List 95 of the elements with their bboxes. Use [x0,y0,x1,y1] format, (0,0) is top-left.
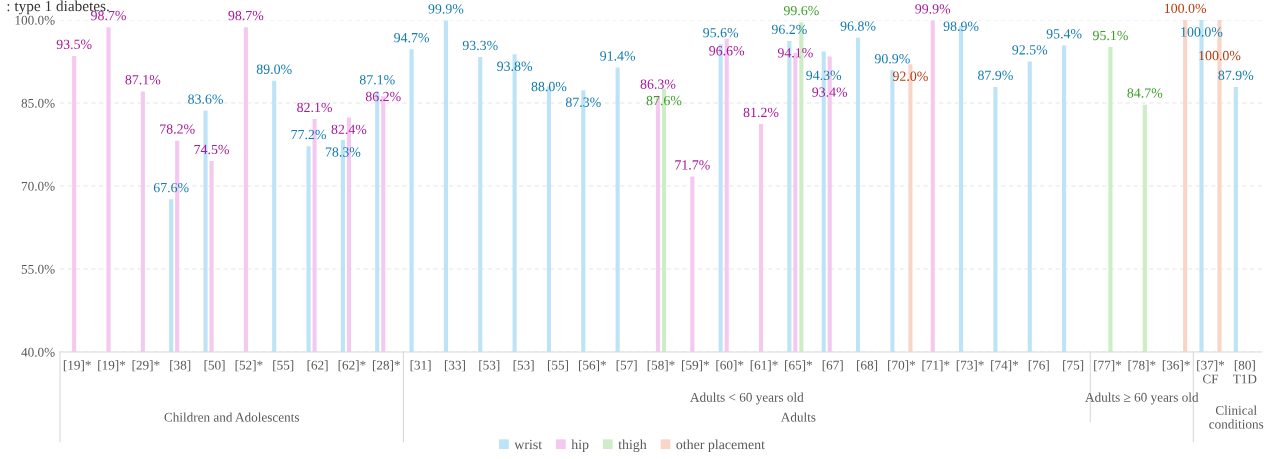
x-tick-label: [28]* [372,360,400,372]
data-label: 87.3% [565,97,601,107]
x-tick-label: [71]* [922,360,950,372]
data-label: 90.9% [874,53,910,64]
data-label: 95.6% [703,27,739,38]
data-label: 98.7% [228,10,264,21]
x-tick-label: [78]* [1128,360,1156,372]
x-tick-label: [53] [513,360,534,372]
x-tick-label: [76] [1028,360,1049,372]
data-label: 98.9% [943,21,979,31]
data-label: 93.8% [497,61,533,71]
x-tick-label: [61]* [750,360,778,372]
data-label: 96.6% [709,46,745,56]
x-tick-label: [31] [410,360,431,372]
data-label: 87.1% [359,75,395,85]
x-tick-label: [33] [444,360,465,372]
legend-label: thigh [618,439,647,453]
y-tick-label: 100.0% [15,15,55,25]
text: Children and Adolescents [164,412,300,422]
data-label: 78.2% [160,124,195,134]
data-label: 83.6% [188,94,223,104]
data-label: 88.0% [531,81,567,92]
y-tick-label: 85.0% [21,98,55,108]
data-label: 78.3% [325,147,361,157]
data-label: 84.7% [1127,88,1163,98]
data-label: 99.9% [915,4,951,14]
x-tick-label: [55] [273,360,294,372]
x-tick-label: [59]* [682,360,709,372]
x-tick-label: [80] T1D [1232,360,1257,384]
text: Adults ≥ 60 years old [1085,392,1199,405]
x-tick-label: [19]* [63,360,91,372]
data-label: 74.5% [194,144,229,155]
data-label: 67.6% [153,182,189,193]
x-tick-label: [62]* [338,360,366,372]
data-label: 87.9% [978,70,1013,81]
x-tick-label: [62] [307,360,328,372]
x-tick-label: [58]* [647,360,675,372]
y-tick-label: 55.0% [21,264,55,274]
data-label: 87.9% [1218,70,1254,81]
data-label: 94.7% [394,32,430,43]
x-tick-label: [37]* CF [1197,360,1225,384]
data-label: 92.5% [1012,45,1048,55]
data-label: 94.3% [806,70,842,81]
data-label: 89.0% [256,64,292,74]
data-label: 99.6% [783,5,819,16]
x-tick-label: [29]* [132,360,160,372]
x-tick-label: [55] [547,360,568,372]
data-label: 77.2% [291,129,327,140]
x-tick-label: [53] [479,360,500,372]
legend-label: other placement [676,439,765,453]
data-label: 99.9% [428,4,464,14]
data-label: 82.4% [331,124,367,135]
data-label: 86.2% [365,91,401,102]
x-tick-label: [19]* [98,360,126,372]
data-label: 100.0% [1199,50,1241,61]
x-tick-label: [56]* [579,360,606,372]
data-label: 81.2% [743,107,779,118]
x-tick-label: [50] [204,360,225,372]
x-tick-label: [73]* [956,360,984,372]
text: Adults [780,412,816,422]
data-label: 100.0% [1164,3,1207,14]
x-tick-label: [60]* [716,360,744,372]
data-label: 93.4% [812,87,848,97]
y-tick-label: 70.0% [21,181,55,191]
x-tick-label: [67] [822,360,843,372]
data-label: 100.0% [1181,27,1223,37]
x-tick-label: [38] [170,360,191,372]
data-label: 71.7% [675,160,710,170]
x-tick-label: [70]* [888,360,916,372]
x-tick-label: [74]* [991,360,1019,372]
legend-label: hip [571,439,589,453]
data-label: 91.4% [600,51,636,61]
text: Clinical conditions [1209,405,1264,429]
data-label: 96.8% [840,21,876,31]
x-tick-label: [75] [1063,360,1084,372]
text: Adults < 60 years old [690,392,804,405]
x-tick-label: [36]* [1162,360,1190,372]
data-label: 95.1% [1092,30,1128,41]
x-tick-label: [65]* [785,360,813,372]
data-label: 95.4% [1046,29,1082,39]
legend-label: wrist [514,439,543,450]
data-label: 87.6% [646,95,682,106]
y-tick-label: 40.0% [21,347,55,357]
x-tick-label: [68] [857,360,878,372]
data-label: 93.5% [56,39,92,50]
data-label: 96.2% [771,24,807,35]
x-tick-label: [77]* [1094,360,1122,372]
x-tick-label: [57] [616,360,637,372]
data-label: 94.1% [777,48,813,58]
x-tick-label: [52]* [235,360,263,372]
data-label: 82.1% [297,102,333,113]
data-label: 86.3% [640,79,676,89]
data-label: 92.0% [892,71,928,81]
data-label: 87.1% [125,75,161,85]
data-label: 93.3% [462,40,498,51]
